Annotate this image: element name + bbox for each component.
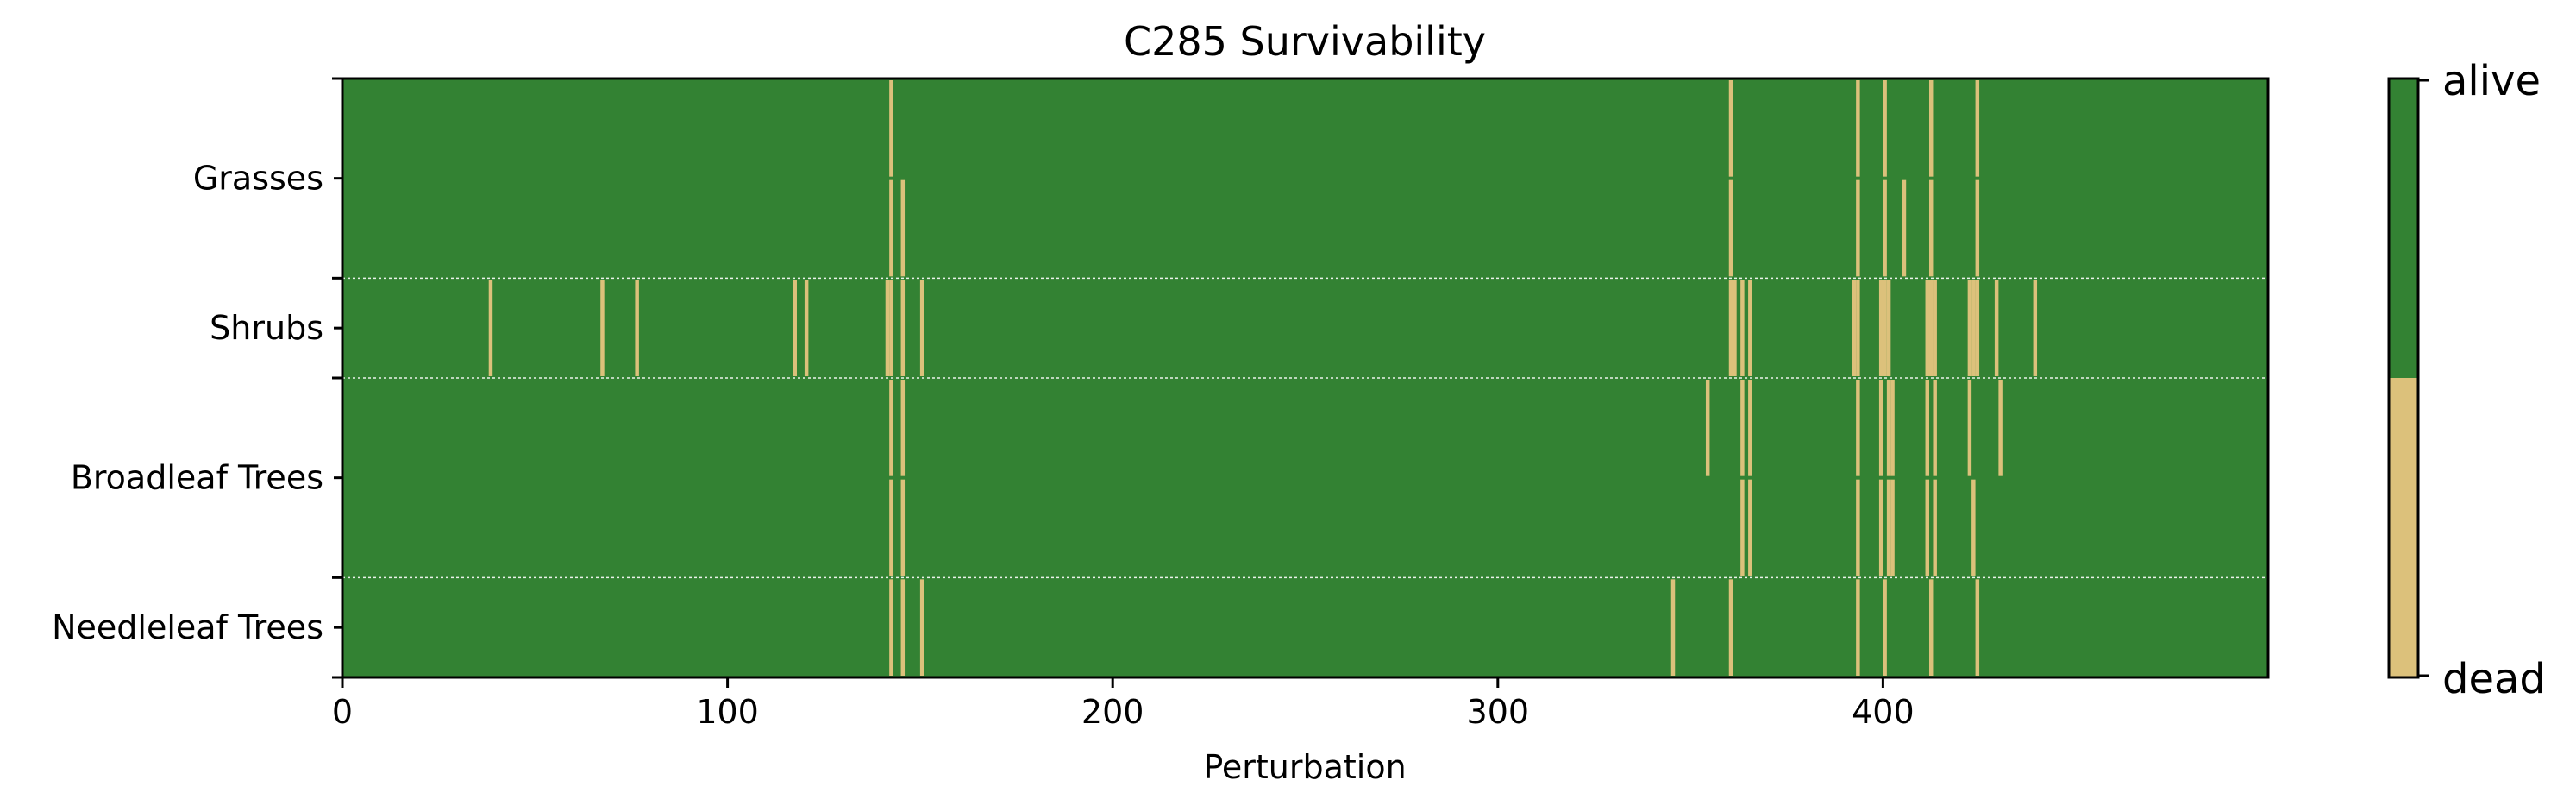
dead-cell [1975,579,1980,676]
dead-cell [1856,280,1860,376]
dead-cell [889,280,893,376]
x-tick-label: 0 [332,693,353,731]
dead-cell [1856,179,1860,277]
dead-cell [1967,380,1972,476]
heatmap-area [341,77,2270,679]
dead-cell [1856,380,1860,476]
dead-cell [1728,80,1733,177]
x-axis: 0 100 200 300 400 [332,677,1915,731]
group-separators [342,277,2268,579]
dead-cell [1878,380,1883,476]
dead-cell [793,280,797,376]
dead-cell [1925,280,1929,376]
dead-cell [1890,479,1895,576]
dead-cell [1967,280,1972,376]
dead-cell [1856,80,1860,177]
dead-cell [1971,280,1976,376]
dead-cell [1856,479,1860,576]
dead-cell [1883,80,1887,177]
colorbar: alive dead [2387,57,2546,703]
dead-cell [1975,280,1980,376]
dead-cell [1883,579,1887,676]
dead-cell [1740,479,1745,576]
colorbar-label-dead: dead [2442,655,2546,703]
x-tick-label: 300 [1467,693,1530,731]
dead-cell [1852,280,1857,376]
dead-cell [1928,80,1934,177]
dead-cell [919,579,924,676]
dead-cell [1728,280,1733,376]
dead-cell [889,579,893,676]
dead-cell [1856,579,1860,676]
dead-cell [885,280,890,376]
dead-cell [1925,479,1929,576]
y-tick-label: Broadleaf Trees [71,459,323,497]
dead-cell [900,380,906,476]
dead-cell [1886,380,1891,476]
y-tick-label: Shrubs [210,309,323,347]
dead-cell [889,380,893,476]
dead-cell [889,179,893,277]
dead-cell [600,280,605,376]
dead-cell [1705,380,1710,476]
dead-cell [1890,380,1895,476]
x-tick-label: 400 [1852,693,1915,731]
y-tick-label: Needleleaf Trees [52,608,323,646]
dead-cell [804,280,809,376]
dead-cell [1975,179,1980,277]
dead-cell [2033,280,2038,376]
chart-title: C285 Survivability [1124,18,1486,65]
dead-cell [1740,380,1745,476]
dead-cell [1883,280,1887,376]
dead-cell [488,280,493,376]
dead-cell [900,280,906,376]
dead-cell [1902,179,1907,277]
dead-cell [1925,380,1929,476]
dead-cell [889,80,893,177]
colorbar-dead-segment [2389,378,2418,677]
dead-cell [1883,179,1887,277]
y-tick-label: Grasses [193,160,323,198]
dead-cell [1994,280,1999,376]
dead-cell [1728,579,1733,676]
x-axis-label: Perturbation [1203,748,1406,786]
dead-cell [1886,479,1891,576]
dead-cell [1933,280,1937,376]
dead-cell [900,479,906,576]
dead-cell [1928,579,1934,676]
dead-cell [1928,280,1934,376]
colorbar-alive-segment [2389,79,2418,378]
dead-cell [1878,479,1883,576]
x-tick-label: 100 [696,693,759,731]
dead-cell [900,179,906,277]
dead-cell [1878,280,1883,376]
dead-cell [1733,280,1737,376]
y-axis: Grasses Shrubs Broadleaf Trees Needleleaf T… [52,77,342,679]
colorbar-frame [2387,77,2420,679]
x-tick-label: 200 [1081,693,1144,731]
dead-cell [1933,380,1937,476]
dead-cell [1933,479,1937,576]
dead-cell [1728,179,1733,277]
dead-cell [1975,80,1980,177]
dead-cell [1928,179,1934,277]
dead-cell [900,579,906,676]
dead-cell [1748,280,1752,376]
dead-cell [919,280,924,376]
dead-cell [635,280,639,376]
dead-cell [1670,579,1676,676]
dead-cell [1998,380,2003,476]
dead-cell [1748,380,1752,476]
colorbar-label-alive: alive [2442,57,2541,105]
dead-cell [1740,280,1745,376]
dead-cell [1748,479,1752,576]
dead-cell [889,479,893,576]
dead-cells [488,80,2038,676]
dead-cell [1971,479,1976,576]
dead-cell [1886,280,1891,376]
